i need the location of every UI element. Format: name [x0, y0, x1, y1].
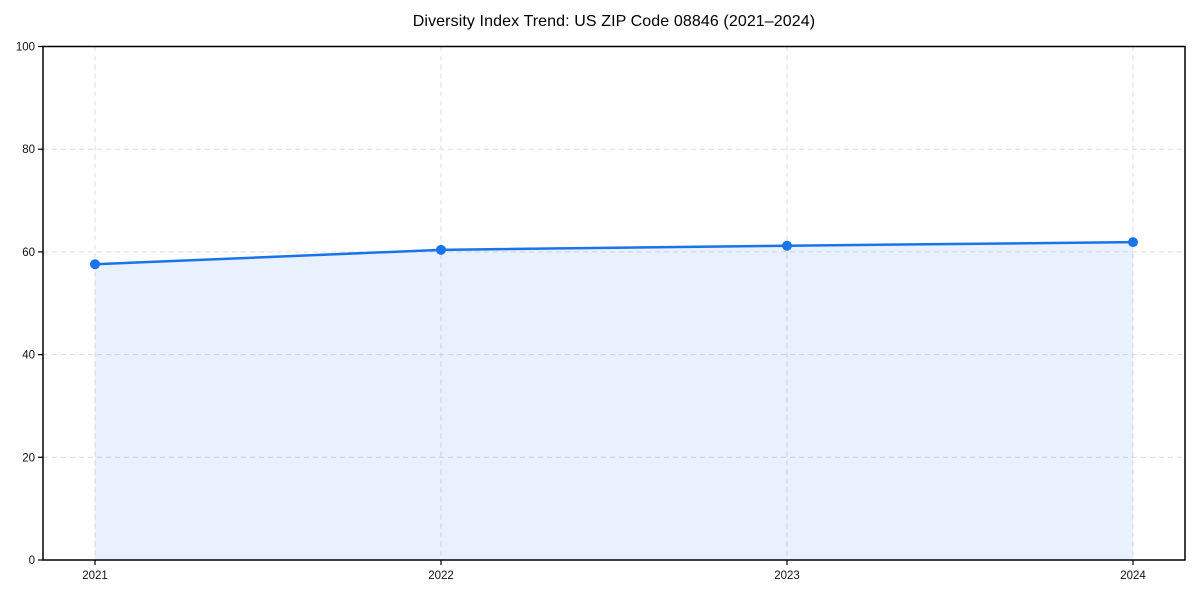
y-tick-label: 40: [22, 350, 35, 362]
y-tick-label: 0: [29, 555, 35, 567]
y-tick-label: 100: [16, 42, 35, 54]
area-fill: [95, 242, 1133, 560]
chart-title: Diversity Index Trend: US ZIP Code 08846…: [412, 13, 816, 30]
plot-border: [42, 45, 1186, 561]
data-point-2021: [90, 259, 100, 270]
data-point-2024: [1128, 237, 1138, 248]
y-tick-label: 60: [22, 247, 35, 259]
x-tick-label: 2022: [428, 570, 454, 582]
data-point-2022: [436, 244, 446, 255]
x-tick-label: 2023: [774, 570, 800, 582]
data-point-2023: [782, 240, 792, 251]
y-tick-label: 20: [22, 452, 35, 464]
x-tick-label: 2024: [1120, 570, 1146, 582]
x-tick-label: 2021: [82, 570, 108, 582]
trend-line: [93, 240, 1135, 266]
y-tick-label: 80: [22, 144, 35, 156]
